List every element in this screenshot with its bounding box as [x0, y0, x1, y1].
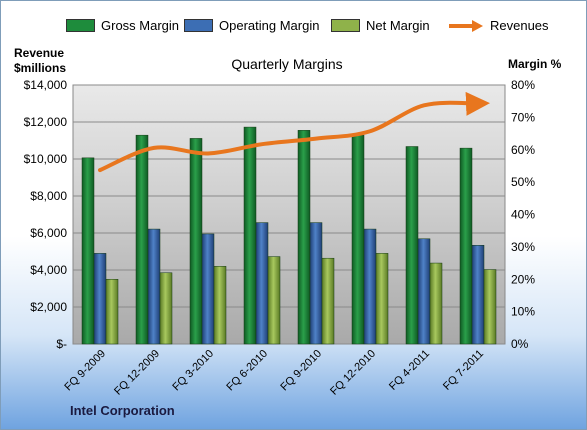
operating-margin-bar: [201, 233, 215, 345]
net-margin-bar: [159, 272, 173, 345]
right-tick-label: 20%: [511, 272, 535, 286]
operating-margin-bar: [417, 238, 431, 345]
left-tick-label: $12,000: [24, 115, 68, 129]
net-margin-bar: [267, 256, 281, 345]
right-axis-ticks: 0% 10% 20% 30% 40% 50% 60% 70% 80%: [511, 78, 535, 351]
x-tick-label: FQ 7-2011: [441, 348, 486, 393]
company-label: Intel Corporation: [70, 403, 175, 418]
net-margin-bar: [213, 266, 227, 345]
x-tick-label: FQ 9-2010: [278, 348, 324, 394]
left-tick-label: $10,000: [24, 152, 68, 166]
legend: Gross Margin Operating Margin Net Margin…: [1, 18, 586, 38]
legend-item-net-margin: Net Margin: [331, 18, 430, 33]
legend-swatch-operating-margin: [184, 19, 213, 32]
left-axis-title: Revenue $millions: [14, 46, 67, 75]
right-tick-label: 10%: [511, 305, 535, 319]
operating-margin-bar: [255, 222, 269, 345]
net-margin-bar: [429, 262, 443, 345]
bars: [81, 126, 497, 345]
gross-margin-bar: [135, 134, 149, 345]
operating-margin-bar: [363, 228, 377, 345]
right-tick-label: 60%: [511, 143, 535, 157]
operating-margin-bar: [471, 245, 485, 345]
legend-item-revenues: Revenues: [448, 18, 549, 33]
left-tick-label: $4,000: [30, 263, 67, 277]
x-tick-label: FQ 4-2011: [387, 348, 432, 393]
right-axis-title: Margin %: [508, 57, 562, 71]
x-tick-label: FQ 9-2009: [62, 348, 108, 394]
chart-title: Quarterly Margins: [231, 56, 342, 72]
right-tick-label: 50%: [511, 175, 535, 189]
gross-margin-bar: [351, 134, 365, 345]
legend-swatch-gross-margin: [66, 19, 95, 32]
right-tick-label: 70%: [511, 110, 535, 124]
legend-label-revenues: Revenues: [490, 18, 549, 33]
x-tick-label: FQ 6-2010: [224, 348, 270, 394]
legend-label-operating-margin: Operating Margin: [219, 18, 320, 33]
operating-margin-bar: [147, 228, 161, 345]
revenue-line: [98, 91, 490, 173]
net-margin-bar: [321, 257, 335, 345]
legend-item-gross-margin: Gross Margin: [66, 18, 179, 33]
gross-margin-bar: [243, 126, 257, 345]
legend-arrow-icon: [449, 19, 483, 32]
revenue-line-group: [98, 91, 490, 173]
gross-margin-bar: [297, 130, 311, 345]
left-tick-label: $6,000: [30, 226, 67, 240]
left-tick-label: $8,000: [30, 189, 67, 203]
gross-margin-bar: [81, 157, 95, 345]
net-margin-bar: [105, 279, 119, 345]
net-margin-bar: [483, 269, 497, 345]
gross-margin-bar: [405, 146, 419, 345]
legend-swatch-net-margin: [331, 19, 360, 32]
legend-item-operating-margin: Operating Margin: [184, 18, 319, 33]
left-tick-label: $-: [56, 337, 67, 351]
left-tick-label: $14,000: [24, 78, 68, 92]
x-tick-label: FQ 12-2010: [328, 348, 378, 398]
x-tick-label: FQ 12-2009: [112, 348, 162, 398]
right-tick-label: 30%: [511, 240, 535, 254]
legend-label-gross-margin: Gross Margin: [101, 18, 180, 33]
legend-label-net-margin: Net Margin: [366, 18, 430, 33]
right-tick-label: 80%: [511, 78, 535, 92]
left-axis-ticks: $- $2,000 $4,000 $6,000 $8,000 $10,000 $12,000…: [24, 78, 68, 351]
right-tick-label: 40%: [511, 208, 535, 222]
x-tick-label: FQ 3-2010: [170, 348, 216, 394]
x-axis-ticks: FQ 9-2009 FQ 12-2009 FQ 3-2010 FQ 6-2010 FQ …: [62, 348, 486, 398]
operating-margin-bar: [309, 222, 323, 345]
gross-margin-bar: [189, 138, 203, 345]
operating-margin-bar: [93, 253, 107, 345]
left-tick-label: $2,000: [30, 300, 67, 314]
net-margin-bar: [375, 253, 389, 345]
right-tick-label: 0%: [511, 337, 529, 351]
gross-margin-bar: [459, 147, 473, 345]
